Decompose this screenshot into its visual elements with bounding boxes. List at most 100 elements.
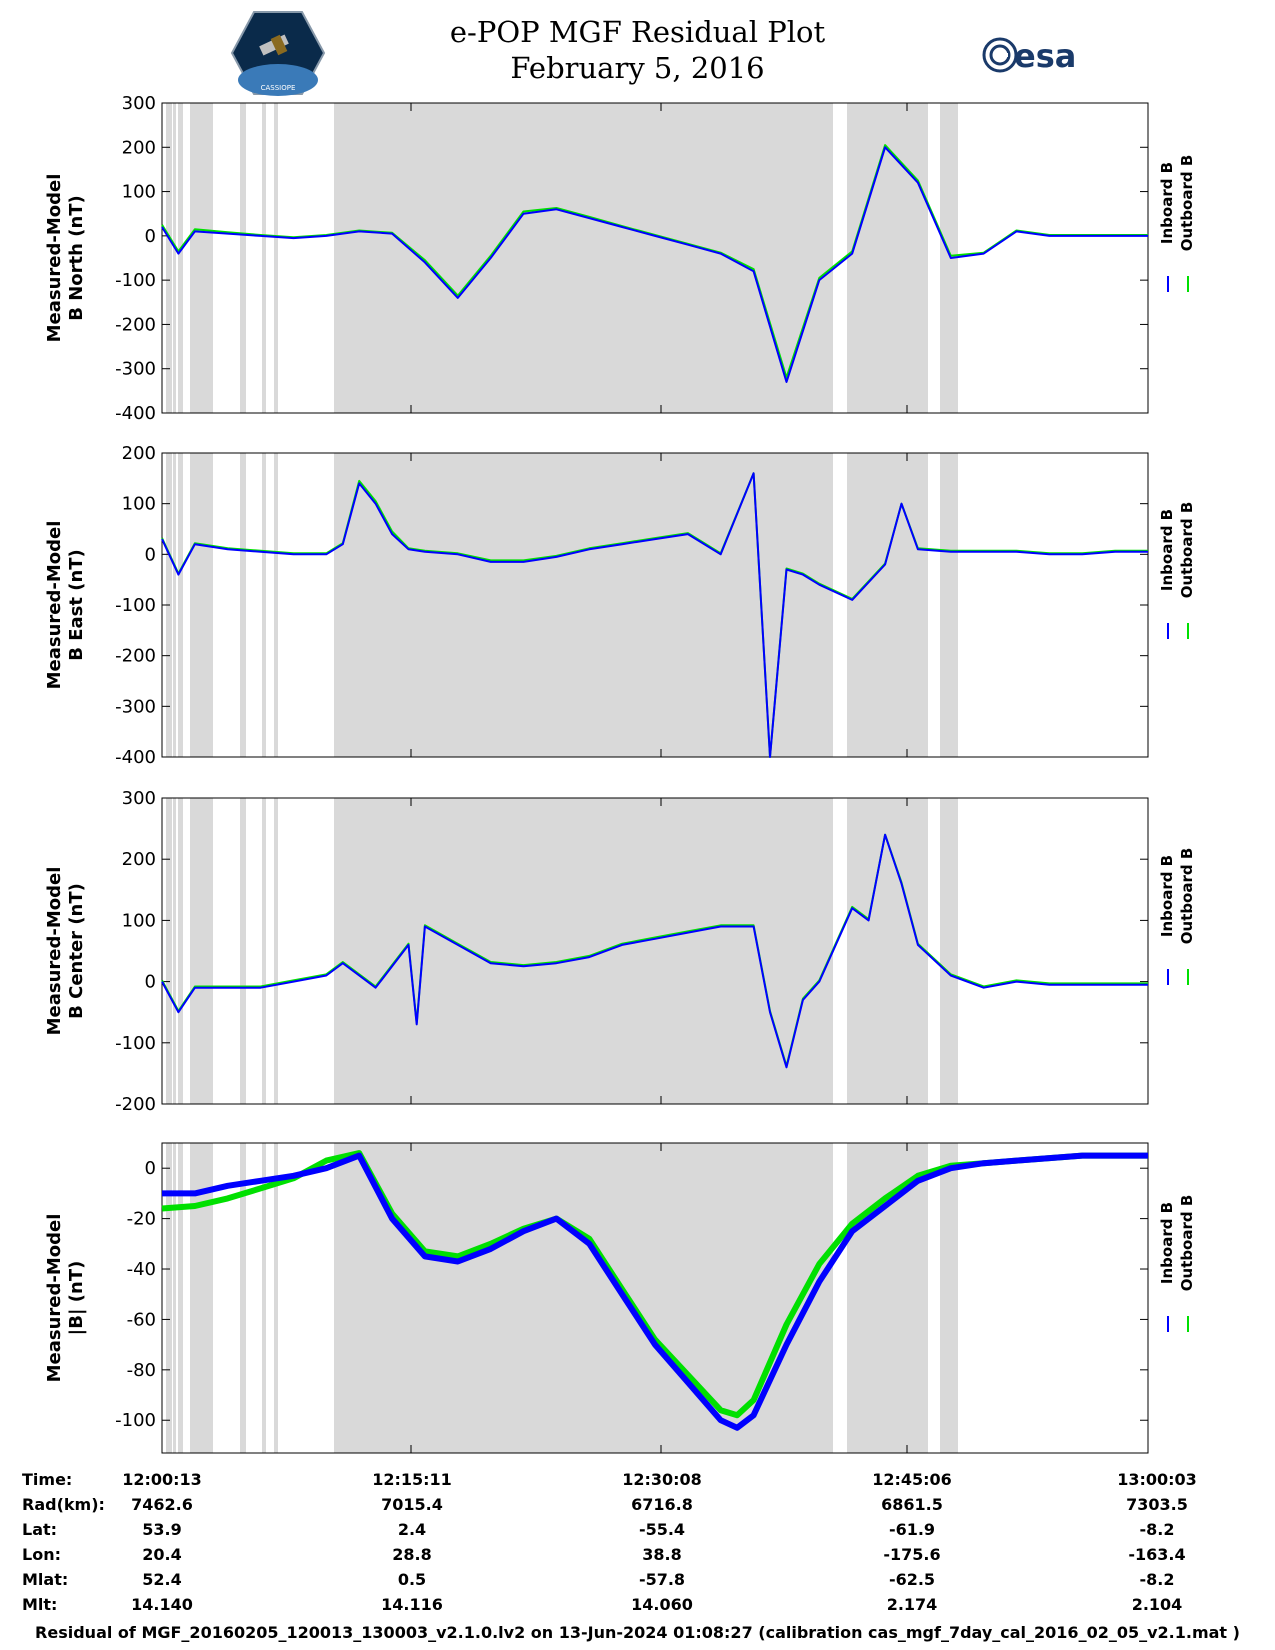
series-line-inboard xyxy=(161,472,1148,758)
ephemeris-cell: 20.4 xyxy=(142,1545,182,1564)
y-tick-label: 100 xyxy=(122,182,156,203)
ephemeris-row-label: Mlt: xyxy=(22,1595,58,1614)
shade-band xyxy=(262,798,266,1104)
esa-logo-text: esa xyxy=(1014,37,1076,75)
plot-frame xyxy=(161,797,1149,1105)
shade-band xyxy=(178,453,183,757)
y-axis-label-line1: Measured-Model xyxy=(44,867,65,1036)
y-tick-label: -200 xyxy=(115,1094,156,1115)
y-tick-label: -100 xyxy=(115,1410,156,1431)
shade-band xyxy=(262,1143,266,1453)
y-axis-label-line1: Measured-Model xyxy=(44,1214,65,1383)
footer-caption: Residual of MGF_20160205_120013_130003_v… xyxy=(35,1623,1240,1642)
shade-band xyxy=(940,103,958,413)
y-axis-label: Measured-ModelB East (nT) xyxy=(44,521,87,690)
y-axis-label-line2: B East (nT) xyxy=(66,549,87,661)
series-line-inboard xyxy=(162,1152,1148,1431)
ephemeris-cell: 53.9 xyxy=(142,1520,182,1539)
ephemeris-cell: -61.9 xyxy=(888,1520,936,1539)
y-tick-label: -200 xyxy=(115,314,156,335)
y-tick-label: 200 xyxy=(122,137,156,158)
shade-band xyxy=(262,453,266,757)
legend-label-outboard: Outboard B xyxy=(1178,502,1196,599)
ephemeris-cell: 6861.5 xyxy=(881,1495,943,1514)
ephemeris-row-label: Lat: xyxy=(22,1520,58,1539)
shade-band xyxy=(334,798,833,1104)
shade-band xyxy=(274,1143,278,1453)
shade-band xyxy=(274,453,278,757)
chart-date: February 5, 2016 xyxy=(510,51,765,85)
chart-panel-3: 300 200 100 0 -100 -200 Measured-ModelB Center… xyxy=(44,788,1196,1115)
ephemeris-row-label: Rad(km): xyxy=(22,1495,105,1514)
y-tick-label: -100 xyxy=(115,1033,156,1054)
legend-label-outboard: Outboard B xyxy=(1178,1195,1196,1292)
chart-panel-1: 300 200 100 0 -100 -200 -300 -400 Measured-Model… xyxy=(44,93,1196,424)
ephemeris-cell: 12:15:11 xyxy=(372,1470,452,1489)
y-tick-label: 300 xyxy=(122,93,156,114)
ephemeris-cell: 38.8 xyxy=(642,1545,682,1564)
ephemeris-cell: 12:30:08 xyxy=(622,1470,702,1489)
ephemeris-cell: 2.174 xyxy=(886,1595,938,1614)
shade-band xyxy=(240,1143,246,1453)
legend-label-inboard: Inboard B xyxy=(1158,855,1176,937)
ephemeris-row-label: Lon: xyxy=(22,1545,61,1564)
plot-frame xyxy=(161,102,1149,414)
ephemeris-cell: -175.6 xyxy=(883,1545,941,1564)
y-tick-label: 0 xyxy=(145,544,156,565)
shade-band xyxy=(173,453,176,757)
legend-label-outboard: Outboard B xyxy=(1178,155,1196,252)
legend-label-inboard: Inboard B xyxy=(1158,162,1176,244)
ephemeris-cell: 14.116 xyxy=(381,1595,443,1614)
shade-band xyxy=(240,103,246,413)
title-block: e-POP MGF Residual Plot February 5, 2016 xyxy=(0,14,1275,86)
ephemeris-cell: -163.4 xyxy=(1128,1545,1186,1564)
ephemeris-cell: 12:45:06 xyxy=(872,1470,952,1489)
shade-band xyxy=(334,103,833,413)
y-tick-label: 0 xyxy=(145,972,156,993)
shade-band xyxy=(190,453,213,757)
series-line-inboard xyxy=(161,146,1148,383)
shade-band xyxy=(190,1143,213,1453)
shade-band xyxy=(847,1143,928,1453)
ephemeris-cell: 12:00:13 xyxy=(122,1470,202,1489)
ephemeris-cell: 28.8 xyxy=(392,1545,432,1564)
chart-title: e-POP MGF Residual Plot xyxy=(449,15,826,49)
y-axis-label-line2: B North (nT) xyxy=(66,195,87,321)
shade-band xyxy=(847,798,928,1104)
ephemeris-cell: 14.060 xyxy=(631,1595,693,1614)
legend-label-inboard: Inboard B xyxy=(1158,509,1176,591)
ephemeris-cell: -57.8 xyxy=(638,1570,686,1589)
y-tick-label: 100 xyxy=(122,910,156,931)
shade-band xyxy=(240,798,246,1104)
shade-band xyxy=(190,798,213,1104)
plot-frame xyxy=(161,1142,1149,1454)
y-axis-label: Measured-Model|B| (nT) xyxy=(44,1214,87,1383)
y-tick-label: -20 xyxy=(127,1209,156,1230)
shade-band xyxy=(166,798,172,1104)
y-tick-label: -300 xyxy=(115,359,156,380)
y-tick-label: -100 xyxy=(115,595,156,616)
y-tick-label: 0 xyxy=(145,226,156,247)
esa-logo: esa xyxy=(980,35,1090,83)
shade-band xyxy=(334,453,833,757)
y-axis-label-line1: Measured-Model xyxy=(44,174,65,343)
ephemeris-cell: -8.2 xyxy=(1139,1570,1175,1589)
shade-band xyxy=(940,798,958,1104)
y-tick-label: -40 xyxy=(127,1259,156,1280)
series-line-inboard xyxy=(161,833,1148,1069)
y-tick-label: 100 xyxy=(122,494,156,515)
ephemeris-cell: 7015.4 xyxy=(381,1495,443,1514)
y-tick-label: -200 xyxy=(115,646,156,667)
y-tick-label: 0 xyxy=(145,1158,156,1179)
ephemeris-cell: 14.140 xyxy=(131,1595,193,1614)
shade-band xyxy=(847,453,928,757)
shade-band xyxy=(178,1143,183,1453)
y-tick-label: -100 xyxy=(115,270,156,291)
shade-band xyxy=(940,453,958,757)
shade-band xyxy=(173,798,176,1104)
y-axis-label: Measured-ModelB Center (nT) xyxy=(44,867,87,1036)
ephemeris-cell: -55.4 xyxy=(638,1520,686,1539)
shade-band xyxy=(166,103,172,413)
legend-label-inboard: Inboard B xyxy=(1158,1202,1176,1284)
